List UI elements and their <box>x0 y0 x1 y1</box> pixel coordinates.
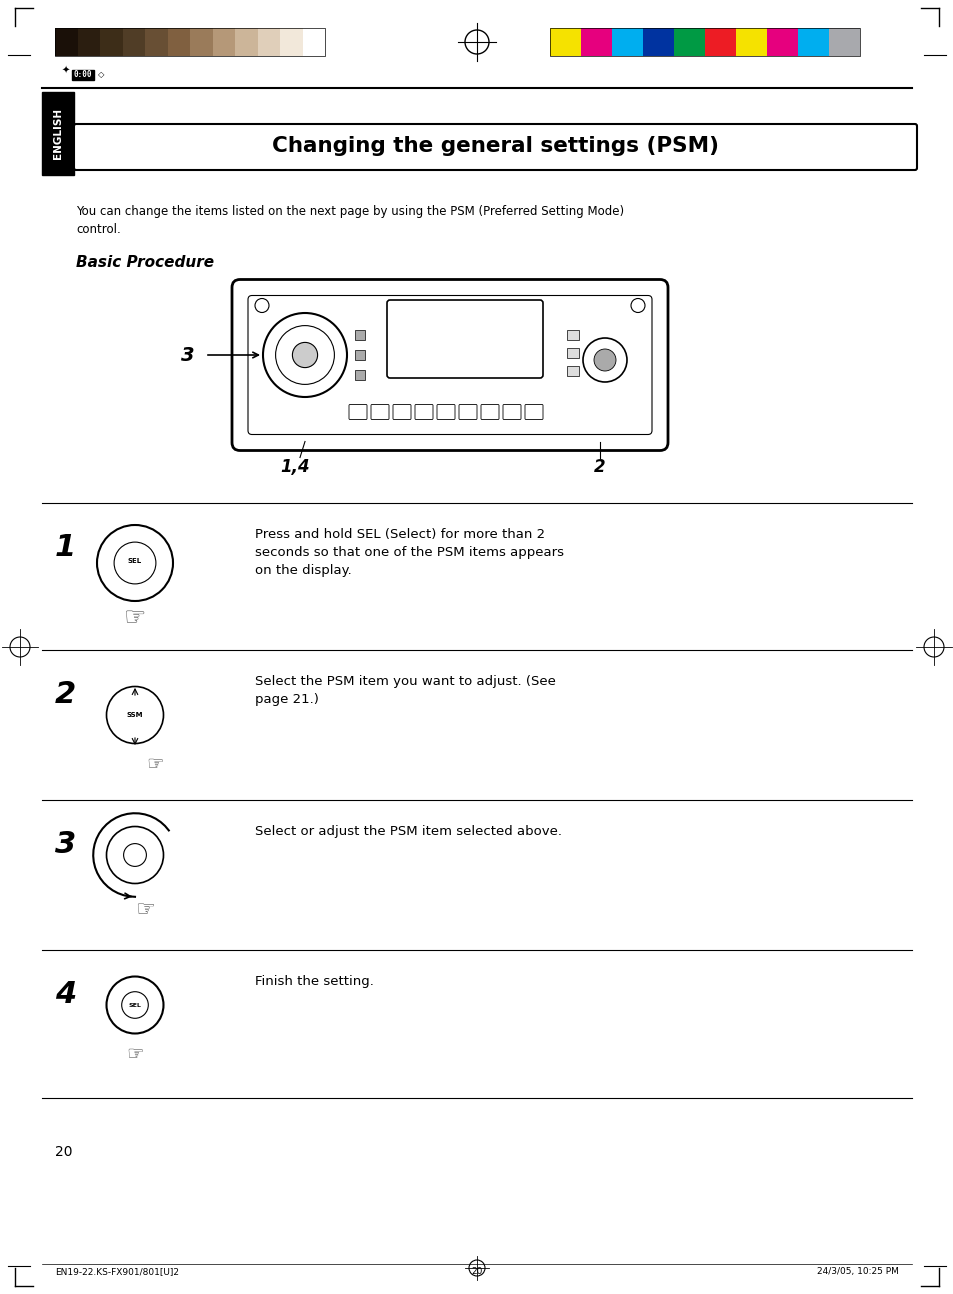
Bar <box>355 370 365 380</box>
Text: ☞: ☞ <box>124 606 146 630</box>
FancyBboxPatch shape <box>436 405 455 419</box>
Bar <box>355 349 365 360</box>
Text: Select the PSM item you want to adjust. (See
page 21.): Select the PSM item you want to adjust. … <box>254 675 556 707</box>
Bar <box>566 330 578 340</box>
Bar <box>77 28 100 56</box>
Bar <box>566 348 578 358</box>
FancyBboxPatch shape <box>480 405 498 419</box>
Bar <box>642 28 673 56</box>
Text: SEL: SEL <box>128 558 142 564</box>
Bar <box>704 28 735 56</box>
FancyBboxPatch shape <box>393 405 411 419</box>
Bar <box>42 92 74 175</box>
Bar <box>213 28 234 56</box>
Text: SSM: SSM <box>127 712 143 718</box>
Bar <box>828 28 859 56</box>
Bar <box>100 28 122 56</box>
Bar <box>612 28 642 56</box>
Text: 1,4: 1,4 <box>280 458 310 475</box>
Text: 2: 2 <box>55 681 76 709</box>
Bar <box>673 28 704 56</box>
Text: 20: 20 <box>471 1267 482 1276</box>
Bar <box>122 28 145 56</box>
Text: Press and hold SEL (Select) for more than 2
seconds so that one of the PSM items: Press and hold SEL (Select) for more tha… <box>254 528 563 577</box>
Bar <box>550 28 859 56</box>
FancyBboxPatch shape <box>349 405 367 419</box>
Text: Changing the general settings (PSM): Changing the general settings (PSM) <box>272 136 719 157</box>
Text: 24/3/05, 10:25 PM: 24/3/05, 10:25 PM <box>817 1267 898 1276</box>
Bar <box>190 28 213 56</box>
Bar <box>55 28 77 56</box>
Bar <box>797 28 828 56</box>
Text: 20: 20 <box>55 1145 72 1159</box>
Text: ENGLISH: ENGLISH <box>53 107 63 159</box>
Text: ☞: ☞ <box>126 1046 144 1065</box>
Bar <box>355 330 365 340</box>
Bar <box>302 28 325 56</box>
Text: 4: 4 <box>55 980 76 1009</box>
FancyBboxPatch shape <box>415 405 433 419</box>
Text: ☞: ☞ <box>146 756 164 775</box>
FancyBboxPatch shape <box>232 280 667 450</box>
Text: ☞: ☞ <box>135 901 154 920</box>
FancyBboxPatch shape <box>458 405 476 419</box>
Text: 0:00: 0:00 <box>73 70 92 79</box>
Bar <box>145 28 168 56</box>
FancyBboxPatch shape <box>387 300 542 378</box>
Bar <box>257 28 280 56</box>
Bar <box>735 28 766 56</box>
Text: EN19-22.KS-FX901/801[U]2: EN19-22.KS-FX901/801[U]2 <box>55 1267 179 1276</box>
Text: 3: 3 <box>181 345 194 365</box>
Text: SEL: SEL <box>129 1003 141 1008</box>
FancyBboxPatch shape <box>371 405 389 419</box>
FancyBboxPatch shape <box>74 124 916 170</box>
FancyBboxPatch shape <box>524 405 542 419</box>
Bar <box>234 28 257 56</box>
Text: 3: 3 <box>55 829 76 859</box>
Text: Finish the setting.: Finish the setting. <box>254 974 374 989</box>
Circle shape <box>292 343 317 367</box>
FancyBboxPatch shape <box>502 405 520 419</box>
Bar <box>566 366 578 377</box>
Bar <box>168 28 190 56</box>
Text: You can change the items listed on the next page by using the PSM (Preferred Set: You can change the items listed on the n… <box>76 204 623 236</box>
Bar <box>550 28 580 56</box>
Text: ✦: ✦ <box>62 66 70 76</box>
Text: 1: 1 <box>55 533 76 562</box>
Text: ◇: ◇ <box>97 70 104 79</box>
Bar <box>55 28 325 56</box>
Bar <box>71 70 94 79</box>
Text: Basic Procedure: Basic Procedure <box>76 255 213 270</box>
Text: 2: 2 <box>594 458 605 475</box>
Bar <box>580 28 612 56</box>
Circle shape <box>594 349 616 371</box>
Bar <box>280 28 302 56</box>
Text: Select or adjust the PSM item selected above.: Select or adjust the PSM item selected a… <box>254 826 561 839</box>
Bar <box>766 28 797 56</box>
